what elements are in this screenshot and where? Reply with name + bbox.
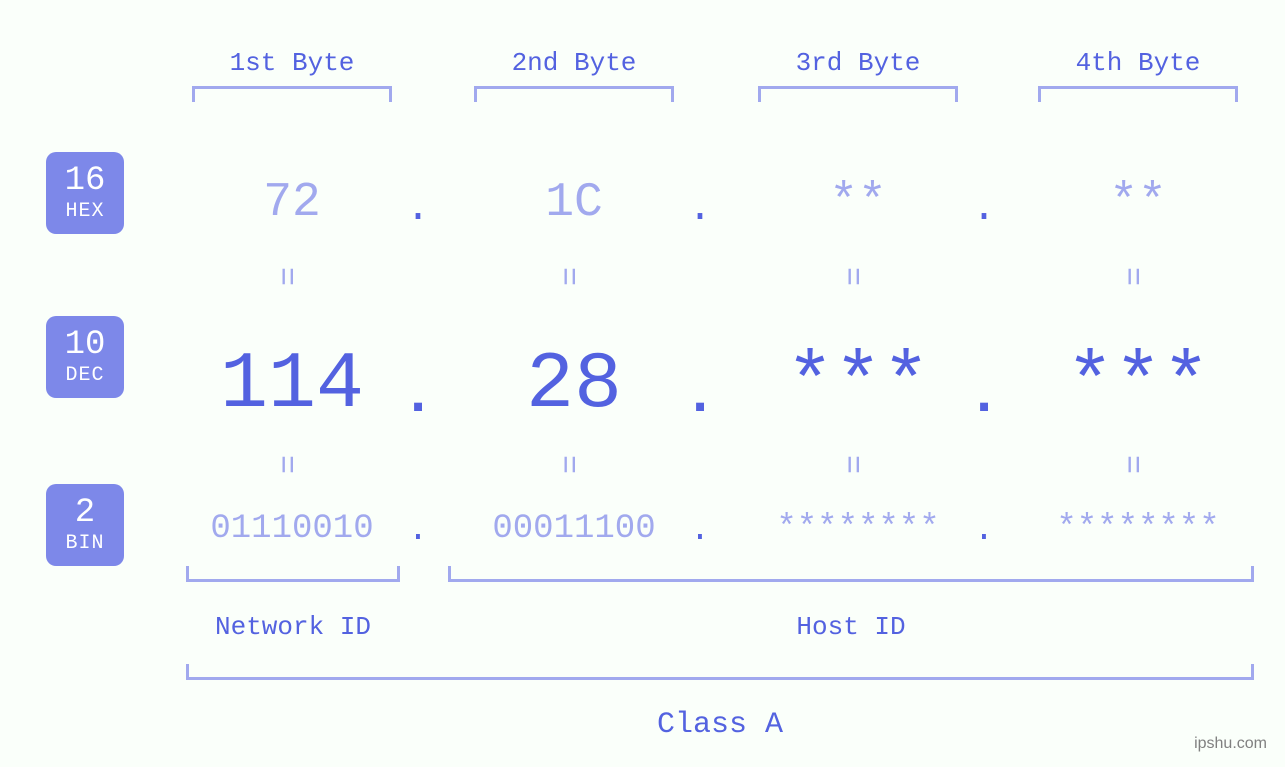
badge-bin: 2 BIN [46, 484, 124, 566]
bin-dot-3: . [968, 512, 1000, 550]
bracket-network-id [186, 566, 400, 582]
eq-dec-bin-4: = [1113, 455, 1150, 474]
badge-bin-num: 2 [75, 496, 95, 530]
hex-dot-1: . [398, 186, 438, 232]
top-bracket-3 [758, 86, 958, 102]
dec-byte-1: 114 [167, 340, 417, 431]
eq-hex-dec-3: = [833, 267, 870, 286]
hex-byte-3: ** [733, 176, 983, 230]
dec-byte-2: 28 [449, 340, 699, 431]
hex-dot-3: . [964, 186, 1004, 232]
bin-byte-4: ******** [1013, 510, 1263, 548]
badge-hex: 16 HEX [46, 152, 124, 234]
byte-header-1: 1st Byte [192, 48, 392, 78]
byte-header-4: 4th Byte [1038, 48, 1238, 78]
badge-dec: 10 DEC [46, 316, 124, 398]
eq-hex-dec-4: = [1113, 267, 1150, 286]
label-host-id: Host ID [448, 612, 1254, 642]
dec-dot-3: . [960, 364, 1008, 428]
eq-dec-bin-1: = [267, 455, 304, 474]
top-bracket-2 [474, 86, 674, 102]
byte-header-2: 2nd Byte [474, 48, 674, 78]
bin-byte-1: 01110010 [167, 510, 417, 548]
eq-hex-dec-1: = [267, 267, 304, 286]
badge-hex-num: 16 [65, 164, 106, 198]
bin-dot-1: . [402, 512, 434, 550]
eq-dec-bin-2: = [549, 455, 586, 474]
badge-bin-label: BIN [65, 534, 104, 554]
bracket-host-id [448, 566, 1254, 582]
badge-dec-label: DEC [65, 366, 104, 386]
hex-dot-2: . [680, 186, 720, 232]
top-bracket-4 [1038, 86, 1238, 102]
label-class: Class A [186, 708, 1254, 742]
bracket-class [186, 664, 1254, 680]
top-bracket-1 [192, 86, 392, 102]
dec-byte-3: *** [733, 340, 983, 431]
dec-dot-1: . [394, 364, 442, 428]
dec-dot-2: . [676, 364, 724, 428]
byte-header-3: 3rd Byte [758, 48, 958, 78]
label-network-id: Network ID [186, 612, 400, 642]
eq-hex-dec-2: = [549, 267, 586, 286]
hex-byte-4: ** [1013, 176, 1263, 230]
eq-dec-bin-3: = [833, 455, 870, 474]
hex-byte-1: 72 [167, 176, 417, 230]
badge-hex-label: HEX [65, 202, 104, 222]
watermark: ipshu.com [1194, 735, 1267, 753]
hex-byte-2: 1C [449, 176, 699, 230]
dec-byte-4: *** [1013, 340, 1263, 431]
bin-byte-2: 00011100 [449, 510, 699, 548]
bin-dot-2: . [684, 512, 716, 550]
badge-dec-num: 10 [65, 328, 106, 362]
bin-byte-3: ******** [733, 510, 983, 548]
